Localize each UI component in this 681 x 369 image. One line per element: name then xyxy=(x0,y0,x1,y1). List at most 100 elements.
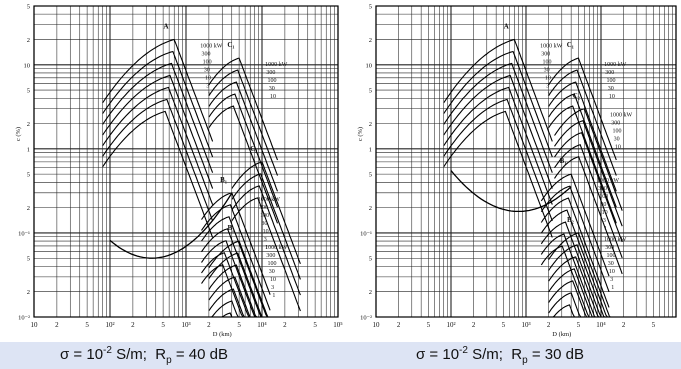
series-line-A-2 xyxy=(443,50,553,158)
series-line-A-1 xyxy=(102,38,214,142)
y-tick-label: 2 xyxy=(369,205,372,212)
power-label: 300 xyxy=(266,70,275,76)
chart-panel-2: 10 2 5 10² 2 5 10³ 2 5 10⁴ 2 5 5 2 10 5 2 1 5 2 10⁻¹ 5 2 10⁻² D … xyxy=(357,4,677,338)
power-label: 100 xyxy=(268,78,277,84)
series-line-B-2 xyxy=(201,204,271,311)
x-tick-label: 10² xyxy=(446,321,455,329)
power-label: 300 xyxy=(201,51,210,57)
power-label: 30 xyxy=(269,269,275,275)
caption-left: σ = 10-2 S/m; Rp = 40 dB xyxy=(60,345,228,366)
power-label: 3 xyxy=(603,218,606,224)
power-label: 10 xyxy=(205,75,211,81)
series-line-C-4 xyxy=(548,93,617,208)
group-label: C₂ xyxy=(573,92,580,100)
power-label: 100 xyxy=(203,59,212,65)
power-label: 100 xyxy=(260,213,269,219)
caption-right-sigma-unit: S/m; xyxy=(467,346,512,363)
series-line-B-6 xyxy=(540,233,609,318)
series-line-A-2 xyxy=(102,50,214,158)
series-line-B-3 xyxy=(201,216,271,318)
plot-frame xyxy=(33,5,339,318)
power-label: 1 xyxy=(547,91,550,97)
y-tick-label: 2 xyxy=(27,289,30,296)
series-line-A-3 xyxy=(443,62,553,173)
power-label: 1000 kW xyxy=(200,43,223,49)
power-label: 300 xyxy=(266,253,275,259)
series-line-B-1 xyxy=(208,240,278,318)
x-tick-label: 2 xyxy=(397,321,401,329)
power-label: 1 xyxy=(604,226,607,232)
power-label: 100 xyxy=(612,129,621,135)
caption-left-sigma-exp: -2 xyxy=(103,345,112,356)
power-label: 1000 kW xyxy=(265,245,288,251)
y-tick-label: 2 xyxy=(27,121,30,128)
power-label: 3 xyxy=(264,237,267,243)
caption-left-rp-value: = 40 dB xyxy=(171,346,228,363)
caption-left-sigma: σ = 10 xyxy=(60,346,104,363)
power-label: 30 xyxy=(261,221,267,227)
power-label: 10 xyxy=(545,75,551,81)
group-label: C₁ xyxy=(227,41,234,49)
series-line-C-4 xyxy=(231,197,301,312)
y-tick-label: 5 xyxy=(27,172,30,179)
series-line-C-5 xyxy=(208,105,279,224)
power-label: 1000 kW xyxy=(610,113,633,119)
y-tick-label: 5 xyxy=(369,88,372,95)
y-tick-label: 10⁻² xyxy=(360,315,372,322)
y-tick-label: 10 xyxy=(366,62,373,69)
power-label: 1 xyxy=(265,245,268,251)
group-label: B₁ xyxy=(560,157,567,165)
y-axis-label: c (%) xyxy=(357,127,364,141)
x-tick-label: 2 xyxy=(131,321,135,329)
series-line-C-5 xyxy=(554,156,623,275)
y-tick-label: 10⁻¹ xyxy=(360,230,372,237)
x-axis-label: D (km) xyxy=(213,331,232,338)
x-tick-label: 2 xyxy=(472,321,476,329)
group-label: B₂ xyxy=(228,224,235,232)
chart-svg: 10 2 5 10² 2 5 10³ 2 5 10⁴ 2 5 10⁵ 5 2 10 5 2 1 5 2 10⁻¹ 5 2 10⁻… xyxy=(15,4,677,339)
series-line-A-4 xyxy=(102,74,214,189)
series-line-A-6 xyxy=(443,98,553,222)
series-line-A-7 xyxy=(443,110,553,238)
y-axis-label: c (%) xyxy=(15,127,22,141)
series-line-B-1 xyxy=(548,232,617,318)
x-tick-label: 5 xyxy=(502,321,506,329)
group-label: B₁ xyxy=(220,176,227,184)
power-label: 1000 kW xyxy=(597,178,620,184)
power-label: 3 xyxy=(610,277,613,283)
x-tick-label: 5 xyxy=(313,321,317,329)
power-label: 100 xyxy=(607,78,616,84)
series-line-C-1 xyxy=(208,57,279,161)
power-label: 100 xyxy=(607,253,616,259)
series-line-A-4 xyxy=(443,74,553,189)
x-tick-label: 5 xyxy=(427,321,431,329)
series-line-C-4 xyxy=(208,93,279,208)
power-label: 30 xyxy=(544,67,550,73)
power-label: 1000 kW xyxy=(540,43,563,49)
caption-right-rp-sub: p xyxy=(522,355,528,366)
group-label: C₂ xyxy=(250,145,257,153)
y-tick-label: 10⁻¹ xyxy=(18,230,30,237)
plot-frame xyxy=(375,5,677,318)
y-tick-label: 2 xyxy=(369,37,372,44)
series-line-A-3 xyxy=(102,62,214,173)
y-tick-label: 2 xyxy=(27,37,30,44)
series-line-A-1 xyxy=(443,38,553,142)
power-label: 100 xyxy=(599,194,608,200)
series-line-C-3 xyxy=(231,185,301,296)
series-line-C-2 xyxy=(231,173,301,280)
series-line-A-7 xyxy=(102,110,214,238)
chart-panel-1: 10 2 5 10² 2 5 10³ 2 5 10⁴ 2 5 10⁵ 5 2 10 5 2 1 5 2 10⁻¹ 5 2 10⁻… xyxy=(15,4,343,339)
y-tick-label: 5 xyxy=(27,4,30,11)
power-label: 300 xyxy=(605,70,614,76)
power-label: 30 xyxy=(204,67,210,73)
x-tick-label: 10⁵ xyxy=(333,321,343,329)
y-tick-label: 1 xyxy=(27,146,30,153)
series-line-C-4 xyxy=(554,144,623,259)
power-label: 300 xyxy=(541,51,550,57)
grid xyxy=(33,5,339,318)
caption-right-rp: R xyxy=(511,346,523,363)
power-label: 10 xyxy=(270,277,276,283)
power-label: 30 xyxy=(608,261,614,267)
